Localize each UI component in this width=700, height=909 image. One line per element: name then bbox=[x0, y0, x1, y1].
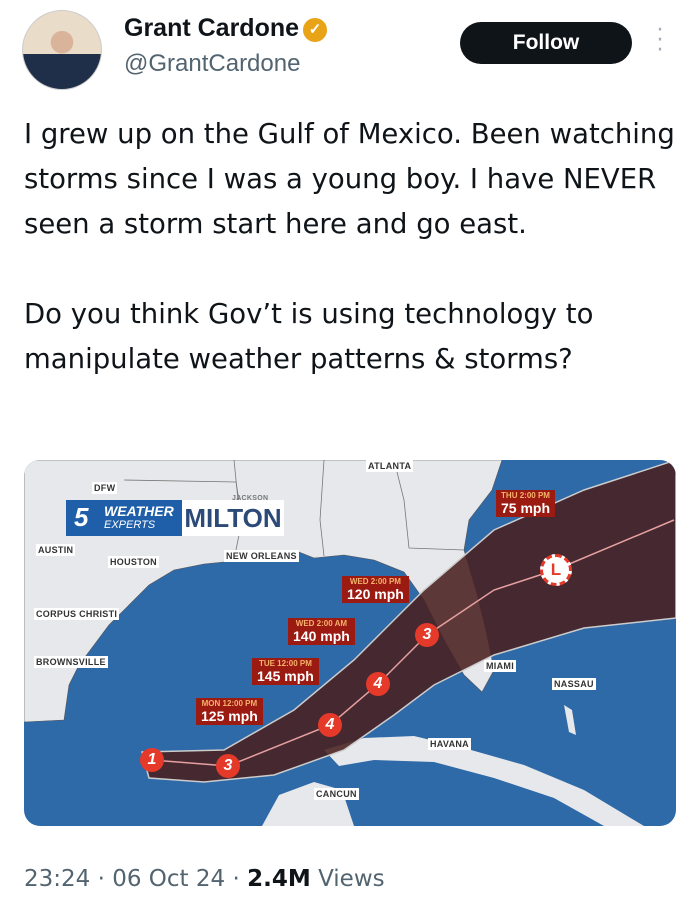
city-label: HOUSTON bbox=[108, 556, 159, 568]
tweet-time[interactable]: 23:24 bbox=[24, 866, 91, 892]
city-label: JACKSON bbox=[232, 495, 269, 502]
tweet-meta: 23:24 · 06 Oct 24 · 2.4M Views bbox=[24, 866, 385, 892]
more-options-icon[interactable]: · · · bbox=[656, 18, 664, 63]
forecast-label: WED 2:00 AM 140 mph bbox=[288, 618, 355, 645]
hurricane-icon: 3 bbox=[216, 754, 240, 778]
city-label: BROWNSVILLE bbox=[34, 656, 108, 668]
avatar[interactable] bbox=[22, 10, 102, 90]
forecast-cone bbox=[141, 460, 676, 783]
state-border bbox=[393, 460, 465, 551]
forecast-label: TUE 12:00 PM 145 mph bbox=[252, 658, 319, 685]
city-label: CANCUN bbox=[314, 788, 359, 800]
follow-button[interactable]: Follow bbox=[460, 22, 632, 64]
city-label: MIAMI bbox=[484, 660, 516, 672]
cuba-land bbox=[324, 736, 644, 826]
hurricane-icon: 4 bbox=[318, 713, 342, 737]
tweet-paragraph: Do you think Gov’t is using technology t… bbox=[24, 298, 594, 375]
city-label: HAVANA bbox=[428, 738, 471, 750]
low-pressure-icon: L bbox=[540, 554, 572, 586]
tweet-date[interactable]: 06 Oct 24 bbox=[112, 866, 226, 892]
author-handle[interactable]: @GrantCardone bbox=[124, 50, 301, 77]
forecast-label: WED 2:00 PM 120 mph bbox=[342, 576, 409, 603]
city-label: ATLANTA bbox=[366, 460, 414, 472]
city-label: CORPUS CHRISTI bbox=[34, 608, 120, 620]
city-label: NASSAU bbox=[552, 678, 596, 690]
verified-badge-icon: ✓ bbox=[303, 18, 328, 42]
forecast-label: THU 2:00 PM 75 mph bbox=[496, 490, 556, 517]
nbc5-logo: 5 WEATHER EXPERTS bbox=[66, 500, 182, 536]
views-label: Views bbox=[318, 866, 385, 892]
city-label: NEW ORLEANS bbox=[224, 550, 299, 562]
city-label: AUSTIN bbox=[36, 544, 76, 556]
tweet-paragraph: I grew up on the Gulf of Mexico. Been wa… bbox=[24, 118, 675, 240]
views-count: 2.4M bbox=[247, 866, 311, 892]
state-border bbox=[319, 460, 325, 557]
storm-name: MILTON bbox=[182, 500, 284, 536]
city-label: DFW bbox=[92, 482, 118, 494]
bahamas-land bbox=[564, 705, 576, 735]
author-name[interactable]: Grant Cardone ✓ bbox=[124, 14, 328, 43]
tweet-text: I grew up on the Gulf of Mexico. Been wa… bbox=[24, 112, 684, 427]
hurricane-icon: 4 bbox=[366, 672, 390, 696]
hurricane-icon: 1 bbox=[140, 748, 164, 772]
hurricane-icon: 3 bbox=[415, 623, 439, 647]
hurricane-map-image[interactable]: 5 WEATHER EXPERTS MILTON ATLANTA DFW JACKS… bbox=[24, 460, 676, 826]
forecast-label: MON 12:00 PM 125 mph bbox=[196, 698, 263, 725]
